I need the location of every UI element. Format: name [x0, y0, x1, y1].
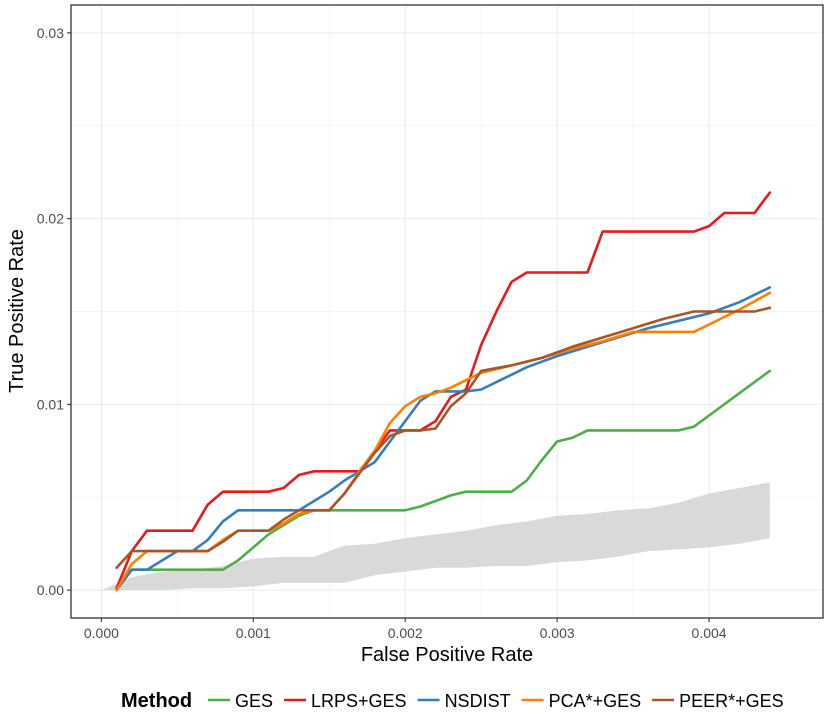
x-tick-label: 0.001 — [236, 625, 271, 641]
x-tick-label: 0.002 — [388, 625, 423, 641]
series-line-ges — [115, 369, 772, 590]
series-line-peer-ges — [115, 306, 772, 570]
x-axis: 0.000 0.001 0.002 0.003 0.004 — [84, 618, 727, 641]
legend-title: Method — [121, 690, 192, 712]
y-tick-label: 0.02 — [37, 211, 64, 227]
series-line-lrps-ges — [115, 191, 772, 590]
random-band-layer — [101, 482, 770, 591]
random-band — [101, 482, 770, 591]
series-line-nsdist — [115, 286, 772, 592]
legend-label-nsdist: NSDIST — [445, 691, 511, 711]
x-tick-label: 0.004 — [692, 625, 727, 641]
legend-label-ges: GES — [235, 691, 273, 711]
y-tick-label: 0.01 — [37, 396, 64, 412]
y-axis: 0.00 0.01 0.02 0.03 — [37, 25, 71, 598]
x-axis-title: False Positive Rate — [361, 644, 533, 666]
series-lines — [115, 191, 772, 592]
y-tick-label: 0.00 — [37, 582, 64, 598]
legend-label-pca-ges: PCA*+GES — [549, 691, 642, 711]
legend: Method GES LRPS+GES NSDIST PCA*+GES PEER*+GE… — [121, 690, 784, 712]
y-tick-label: 0.03 — [37, 25, 64, 41]
x-tick-label: 0.003 — [540, 625, 575, 641]
legend-label-lrps-ges: LRPS+GES — [311, 691, 407, 711]
legend-label-peer-ges: PEER*+GES — [679, 691, 784, 711]
y-axis-title: True Positive Rate — [6, 229, 28, 393]
x-tick-label: 0.000 — [84, 625, 119, 641]
plot-border — [70, 4, 824, 619]
